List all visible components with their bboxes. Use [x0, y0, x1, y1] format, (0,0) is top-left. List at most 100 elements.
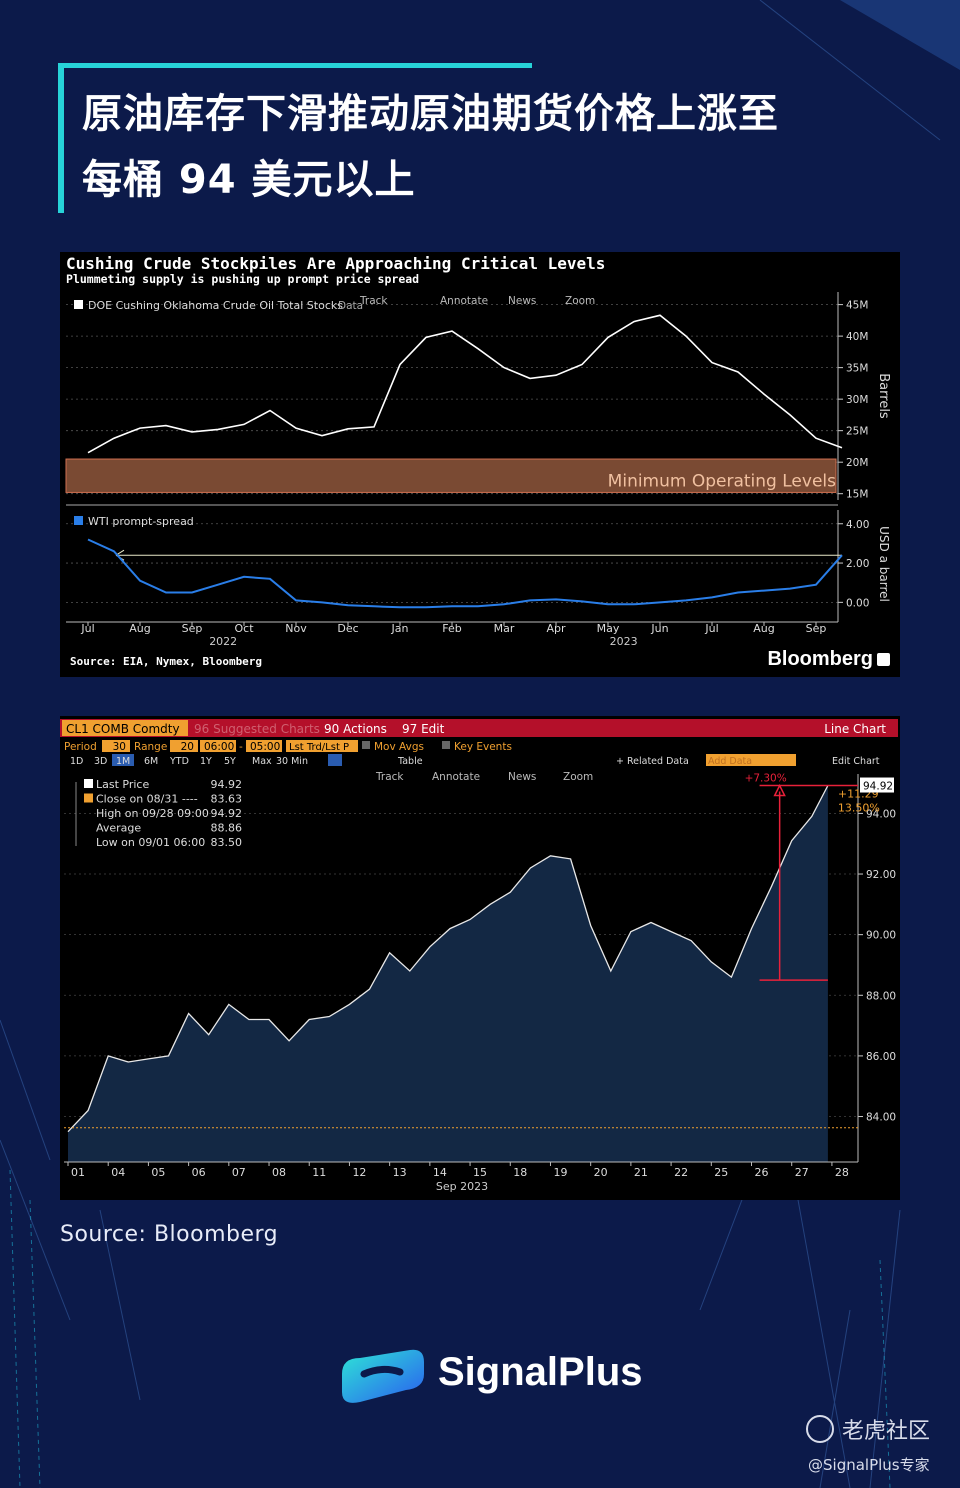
range-sep: - [239, 741, 243, 753]
study-box [286, 740, 358, 752]
legend-label: Average [96, 822, 141, 835]
x-tick-label: 20 [594, 1166, 608, 1179]
toolbar-zoom: Zoom [563, 771, 593, 783]
brand-name: SignalPlus [438, 1350, 643, 1394]
y-tick-label: 0.00 [846, 597, 869, 609]
study-label: Lst Trd/Lst P [289, 742, 349, 753]
toolbar-annotate: Annotate [440, 295, 488, 307]
key-events-checkbox [442, 741, 450, 749]
header-chart-mode: Line Chart [824, 722, 886, 736]
legend-label-spread: WTI prompt-spread [88, 515, 194, 528]
related-data-button: + Related Data [616, 756, 689, 767]
chart-subtitle: Plummeting supply is pushing up prompt p… [66, 272, 420, 286]
range-to-box [246, 740, 282, 752]
timeframe-active-box [112, 754, 134, 766]
min-operating-band [65, 458, 837, 493]
legend-extra: Data [338, 300, 363, 312]
y-tick-label: 94.00 [866, 808, 896, 820]
y-axis-label: Barrels [876, 373, 891, 419]
y-tick-label: 90.00 [866, 930, 896, 942]
timeframe-5y: 5Y [224, 756, 236, 767]
tiger-logo-icon [806, 1415, 834, 1443]
x-tick-label: 21 [634, 1166, 648, 1179]
timeframe-1d: 1D [70, 756, 83, 767]
x-tick-label: 04 [111, 1166, 125, 1179]
x-year-label: 2023 [610, 635, 638, 648]
mov-avgs-label: Mov Avgs [374, 741, 424, 753]
x-tick-label: 13 [393, 1166, 407, 1179]
x-tick-label: Jan [391, 622, 409, 635]
y-tick-label: 4.00 [846, 519, 869, 531]
ticker-label: CL1 COMB Comdty [66, 722, 180, 736]
x-tick-label: 05 [151, 1166, 165, 1179]
y-axis-label: USD a barrel [877, 526, 891, 602]
headline-text: 原油库存下滑推动原油期货价格上涨至 每桶 94 美元以上 [64, 63, 904, 213]
x-tick-label: Oct [234, 622, 254, 635]
headline-line2: 每桶 94 美元以上 [82, 157, 416, 203]
x-tick-label: 26 [755, 1166, 769, 1179]
y-tick-label: 84.00 [866, 1112, 896, 1124]
x-tick-label: 27 [795, 1166, 809, 1179]
cushing-stock-chart: Cushing Crude Stockpiles Are Approaching… [60, 252, 900, 677]
y-tick-label: 45M [846, 300, 868, 312]
toolbar-news: News [508, 295, 536, 307]
annot-pct-left: +7.30% [745, 773, 787, 785]
table-button: Table [397, 756, 423, 767]
range-box [170, 740, 198, 752]
key-events-label: Key Events [454, 741, 512, 753]
x-tick-label: 18 [513, 1166, 527, 1179]
x-tick-label: Apr [546, 622, 566, 635]
footer-source: Source: Bloomberg [60, 1222, 279, 1247]
legend-value: 94.92 [211, 778, 243, 791]
x-year-label: 2022 [209, 635, 237, 648]
timeframe-30-min: 30 Min [276, 756, 308, 767]
y-tick-label: 40M [846, 331, 868, 343]
signalplus-logo-icon [342, 1349, 424, 1403]
chart-source: Source: EIA, Nymex, Bloomberg [70, 655, 263, 668]
range-from-box [200, 740, 236, 752]
timeframe-3d: 3D [94, 756, 107, 767]
series-line-stocks [87, 314, 843, 454]
range-label: Range [134, 741, 167, 753]
range-value: 20 [181, 741, 194, 753]
headline-line1: 原油库存下滑推动原油期货价格上涨至 [82, 91, 779, 137]
wti-price-chart: CL1 COMB Comdty 96 Suggested Charts 90 Act… [60, 716, 900, 1200]
toolbar-annotate: Annotate [432, 771, 480, 783]
chart-title: Cushing Crude Stockpiles Are Approaching… [66, 254, 606, 273]
chart-type-icon [328, 754, 342, 766]
x-tick-label: Dec [337, 622, 358, 635]
x-tick-label: May [597, 622, 620, 635]
header-suggested: 96 Suggested Charts [194, 722, 320, 736]
headline: 原油库存下滑推动原油期货价格上涨至 每桶 94 美元以上 [58, 63, 904, 213]
y-tick-label: 20M [846, 457, 868, 469]
legend-label-stocks: DOE Cushing Oklahoma Crude Oil Total Sto… [88, 299, 343, 312]
x-tick-label: Sep [182, 622, 203, 635]
headline-accent-bar [64, 63, 532, 68]
toolbar-track: Track [359, 295, 388, 307]
x-tick-label: 08 [272, 1166, 286, 1179]
x-tick-label: 12 [352, 1166, 366, 1179]
legend-value: 88.86 [211, 822, 243, 835]
timeframe-1y: 1Y [200, 756, 212, 767]
annot-pct: 13.50% [838, 802, 880, 815]
legend-swatch [84, 779, 93, 788]
legend-value: 83.63 [211, 793, 243, 806]
timeframe-1m: 1M [116, 756, 130, 767]
bloomberg-logo: Bloomberg [767, 648, 890, 671]
x-tick-label: 11 [312, 1166, 326, 1179]
add-data-box [706, 754, 796, 766]
legend-label: High on 09/28 09:00 [96, 807, 209, 820]
y-tick-label: 2.00 [846, 558, 869, 570]
last-price-tag-label: 94.92 [863, 781, 893, 793]
watermark-secondary: @SignalPlus专家 [808, 1456, 930, 1474]
legend-swatch-spread [74, 516, 83, 525]
timeframe-ytd: YTD [169, 756, 189, 767]
timeframe-6m: 6M [144, 756, 158, 767]
timeframe-max: Max [252, 756, 272, 767]
series-line-spread [87, 538, 843, 609]
price-line [67, 785, 829, 1133]
y-tick-label: 30M [846, 394, 868, 406]
x-tick-label: Aug [753, 622, 774, 635]
x-tick-label: 28 [835, 1166, 849, 1179]
price-area [68, 785, 828, 1162]
